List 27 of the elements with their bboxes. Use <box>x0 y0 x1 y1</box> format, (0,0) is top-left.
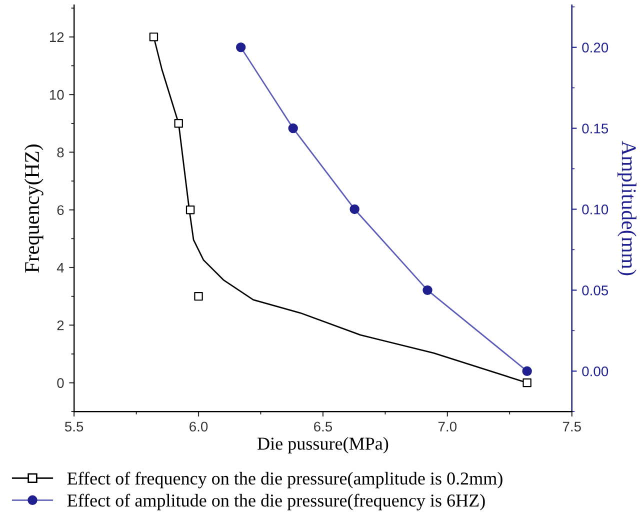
point <box>194 292 203 301</box>
y-tick-label: 8 <box>57 148 64 158</box>
point <box>186 206 195 214</box>
y-tick-label: 10 <box>50 90 64 100</box>
x-tick-label: 7.0 <box>438 422 457 432</box>
x-tick-label: 6.0 <box>190 422 208 432</box>
x-tick-label: 7.5 <box>562 422 581 432</box>
y2-tick-label: 0.05 <box>582 286 608 296</box>
y-tick-label: 0 <box>57 378 64 388</box>
y2-tick-label: 0.15 <box>582 124 608 134</box>
point <box>522 378 532 388</box>
point <box>149 32 158 42</box>
y-axis-title: Frequency(HZ) <box>24 144 44 273</box>
point <box>174 119 183 128</box>
legend-label: Effect of amplitude on the die pressure(frequency is 6HZ) <box>67 494 485 510</box>
legend-label: Effect of frequency on the die pressure(amplitude is 0.2mm) <box>67 472 502 488</box>
y-tick-label: 2 <box>57 320 64 330</box>
y-tick-label: 4 <box>56 262 64 273</box>
y2-tick-label: 0.20 <box>582 42 608 52</box>
y2-axis-title: Amplitude(mm) <box>618 140 636 276</box>
y2-tick-label: 0.10 <box>582 204 608 214</box>
x-tick-label: 6.5 <box>314 422 332 432</box>
y2-tick-label: 0.00 <box>582 366 608 376</box>
y-tick-label: 12 <box>50 32 64 42</box>
x-tick-label: 5.5 <box>64 422 84 432</box>
x-axis-title: Die pussure(MPa) <box>258 437 388 454</box>
y-tick-label: 6 <box>57 205 64 216</box>
